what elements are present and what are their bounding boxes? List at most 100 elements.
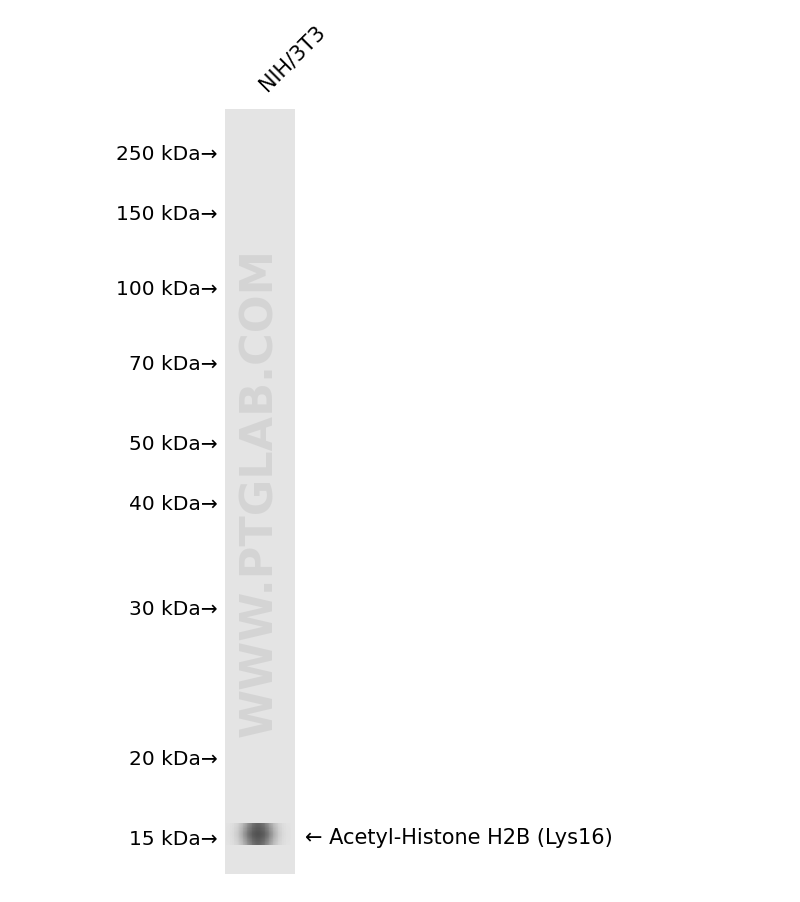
Bar: [284, 825, 285, 826]
Bar: [243, 824, 244, 845]
Bar: [285, 840, 286, 841]
Bar: [227, 833, 228, 834]
Bar: [260, 833, 261, 834]
Bar: [279, 826, 280, 827]
Bar: [254, 836, 255, 837]
Bar: [256, 841, 257, 842]
Bar: [263, 829, 264, 830]
Bar: [289, 826, 290, 827]
Bar: [226, 832, 227, 833]
Bar: [226, 833, 227, 834]
Bar: [245, 834, 246, 835]
Bar: [246, 839, 247, 840]
Bar: [233, 825, 234, 826]
Bar: [272, 832, 273, 833]
Bar: [288, 842, 289, 844]
Bar: [231, 844, 232, 845]
Bar: [251, 824, 252, 845]
Bar: [272, 837, 273, 839]
Bar: [260, 840, 261, 841]
Bar: [238, 832, 239, 833]
Bar: [240, 839, 241, 840]
Bar: [243, 832, 244, 833]
Bar: [252, 842, 253, 844]
Bar: [284, 835, 285, 836]
Bar: [248, 840, 249, 841]
Bar: [264, 830, 265, 831]
Bar: [259, 841, 260, 842]
Bar: [226, 835, 227, 836]
Bar: [244, 832, 245, 833]
Bar: [252, 837, 253, 839]
Bar: [286, 825, 287, 826]
Bar: [273, 837, 274, 839]
Bar: [278, 830, 279, 831]
Bar: [268, 837, 269, 839]
Bar: [238, 830, 239, 831]
Bar: [258, 826, 259, 827]
Bar: [273, 832, 274, 833]
Bar: [242, 833, 243, 834]
Bar: [251, 842, 252, 844]
Bar: [267, 837, 268, 839]
Bar: [265, 833, 266, 834]
Bar: [232, 842, 233, 844]
Bar: [249, 844, 250, 845]
Bar: [232, 839, 233, 840]
Bar: [283, 837, 284, 839]
Bar: [226, 826, 227, 827]
Bar: [231, 829, 232, 830]
Bar: [279, 835, 280, 836]
Bar: [286, 824, 287, 825]
Bar: [288, 830, 289, 831]
Bar: [270, 844, 271, 845]
Bar: [249, 841, 250, 842]
Bar: [288, 837, 289, 839]
Bar: [234, 831, 235, 832]
Bar: [260, 832, 261, 833]
Bar: [231, 841, 232, 842]
Bar: [257, 844, 258, 845]
Bar: [258, 840, 259, 841]
Bar: [278, 835, 279, 836]
Bar: [235, 832, 236, 833]
Bar: [233, 842, 234, 844]
Bar: [239, 835, 240, 836]
Bar: [249, 835, 250, 836]
Bar: [262, 836, 263, 837]
Bar: [262, 833, 263, 834]
Bar: [280, 831, 281, 832]
Bar: [253, 835, 254, 836]
Bar: [247, 840, 248, 841]
Bar: [279, 833, 280, 834]
Bar: [237, 833, 238, 834]
Bar: [244, 827, 245, 829]
Bar: [237, 834, 238, 835]
Bar: [241, 836, 242, 837]
Bar: [279, 824, 280, 845]
Bar: [263, 830, 264, 831]
Bar: [252, 824, 253, 825]
Bar: [236, 834, 237, 835]
Bar: [231, 830, 232, 831]
Bar: [242, 834, 243, 835]
Bar: [264, 834, 265, 835]
Bar: [271, 842, 272, 844]
Bar: [240, 837, 241, 839]
Bar: [275, 836, 276, 837]
Bar: [258, 837, 259, 839]
Bar: [283, 834, 284, 835]
Bar: [237, 842, 238, 844]
Bar: [288, 835, 289, 836]
Bar: [286, 841, 287, 842]
Bar: [237, 841, 238, 842]
Bar: [241, 829, 242, 830]
Bar: [233, 833, 234, 834]
Bar: [238, 833, 239, 834]
Bar: [264, 835, 265, 836]
Bar: [253, 827, 254, 829]
Bar: [246, 837, 247, 839]
Bar: [270, 825, 271, 826]
Bar: [275, 839, 276, 840]
Bar: [255, 829, 256, 830]
